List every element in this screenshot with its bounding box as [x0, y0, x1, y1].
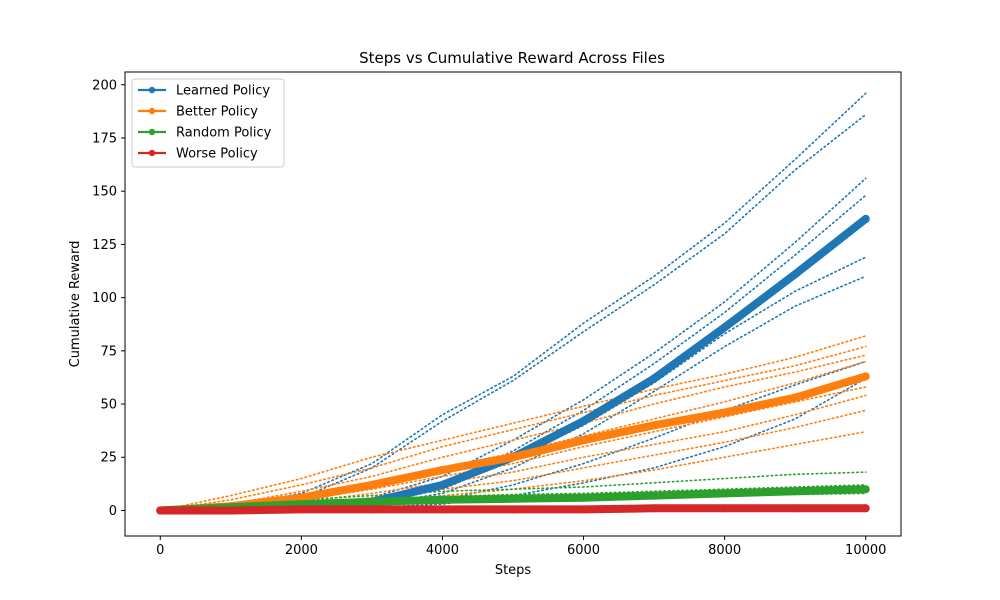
learned-policy-point — [579, 417, 588, 426]
learned-policy-point — [861, 214, 870, 223]
y-tick-label: 50 — [100, 398, 117, 413]
y-tick-label: 100 — [92, 291, 117, 306]
better-policy-point — [650, 421, 659, 430]
worse-policy-point — [791, 504, 800, 513]
better-policy-point — [438, 466, 447, 474]
worse-policy-point — [297, 505, 306, 514]
random-policy-point — [509, 494, 517, 503]
better-policy-point — [297, 493, 306, 502]
worse-policy-point — [156, 506, 165, 515]
better-policy-point — [509, 453, 517, 462]
legend-swatch-marker — [148, 107, 156, 115]
chart-title: Steps vs Cumulative Reward Across Files — [359, 49, 665, 67]
legend-box — [131, 78, 285, 168]
better-policy-run-1 — [159, 335, 867, 512]
better-policy-point — [791, 393, 800, 402]
legend-item-better-policy: Better Policy — [138, 105, 258, 120]
random-policy-point — [579, 493, 588, 502]
legend-item-worse-policy: Worse Policy — [138, 147, 258, 162]
y-tick-label: 0 — [109, 504, 117, 519]
y-tick-label: 150 — [92, 185, 117, 200]
legend-label: Learned Policy — [176, 84, 270, 99]
legend-item-random-policy: Random Policy — [138, 126, 272, 141]
legend-label: Random Policy — [176, 126, 272, 141]
worse-policy-point — [861, 504, 870, 513]
x-tick-label: 2000 — [285, 543, 318, 558]
learned-policy-point — [720, 323, 729, 332]
x-tick-label: 4000 — [426, 543, 459, 558]
x-axis-ticks: 0 2000 4000 6000 8000 10000 — [156, 536, 886, 558]
random-policy-point — [367, 497, 376, 506]
x-tick-label: 6000 — [567, 543, 600, 558]
y-axis-label: Cumulative Reward — [68, 241, 83, 368]
random-policy-point — [438, 495, 447, 504]
y-tick-label: 75 — [100, 344, 117, 359]
y-axis-ticks: 0 25 50 75 100 125 150 175 200 — [92, 78, 125, 519]
y-tick-label: 200 — [92, 78, 117, 93]
legend-label: Better Policy — [176, 105, 258, 120]
legend-swatch-marker — [148, 86, 156, 94]
learned-policy-run-6 — [159, 275, 867, 512]
worse-policy-point — [509, 505, 517, 514]
worse-policy-point — [438, 505, 447, 514]
legend-label: Worse Policy — [176, 147, 258, 162]
better-policy-point — [367, 480, 376, 489]
worse-policy-point — [367, 505, 376, 514]
random-policy-point — [861, 485, 870, 494]
better-policy-run-2 — [159, 345, 867, 512]
worse-policy-point — [650, 504, 659, 513]
worse-policy-point — [579, 505, 588, 514]
better-policy-point — [579, 436, 588, 445]
learned-policy-line — [156, 214, 870, 515]
worse-policy-point — [226, 506, 235, 515]
better-policy-point — [720, 408, 729, 417]
random-policy-point — [650, 491, 659, 500]
random-policy-point — [720, 489, 729, 498]
legend-item-learned-policy: Learned Policy — [138, 84, 270, 99]
plot-frame — [124, 71, 902, 537]
worse-policy-series — [156, 504, 870, 515]
y-tick-label: 125 — [92, 238, 117, 253]
worse-policy-point — [720, 504, 729, 513]
learned-policy-point — [438, 480, 447, 489]
learned-policy-point — [650, 374, 659, 383]
y-tick-label: 175 — [92, 131, 117, 146]
mean-series-lines — [156, 214, 870, 515]
x-tick-label: 8000 — [708, 543, 741, 558]
learned-policy-series — [156, 214, 870, 515]
random-policy-point — [791, 487, 800, 496]
legend-swatch-marker — [148, 128, 156, 136]
learned-policy-point — [791, 270, 800, 279]
better-policy-point — [861, 372, 870, 381]
better-policy-run-3 — [159, 354, 867, 512]
x-axis-label: Steps — [495, 563, 532, 578]
x-tick-label: 10000 — [845, 543, 886, 558]
x-tick-label: 0 — [156, 543, 164, 558]
y-tick-label: 25 — [100, 451, 117, 466]
legend: Learned Policy Better Policy Random Policy… — [131, 78, 285, 168]
legend-swatch-marker — [148, 149, 156, 157]
